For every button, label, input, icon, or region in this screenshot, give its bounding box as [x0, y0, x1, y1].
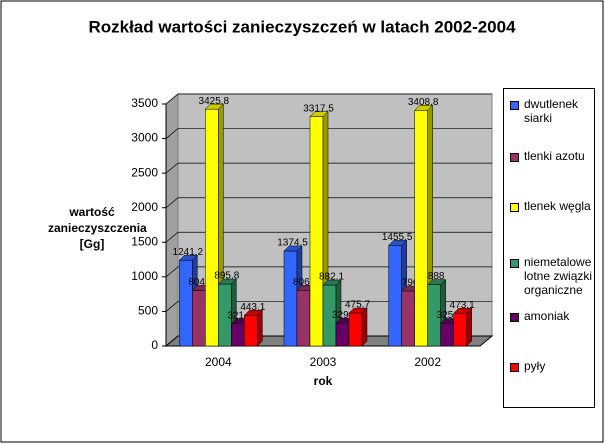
bar-front	[192, 290, 206, 347]
value-label: 806.2	[293, 277, 318, 288]
x-tick-label: 2003	[310, 355, 337, 369]
bar-side	[257, 309, 263, 347]
bar-front	[296, 290, 311, 347]
bar-top	[322, 279, 342, 286]
legend-swatch	[510, 313, 519, 322]
bar-top	[243, 310, 263, 316]
legend-swatch	[510, 101, 519, 110]
legend-item: dwutlenek siarki	[510, 97, 594, 125]
y-tick-label: 0	[151, 338, 158, 352]
bar	[348, 307, 368, 347]
value-label: 473.1	[450, 300, 475, 311]
bar	[243, 309, 263, 347]
chart-title: Rozkład wartości zanieczyszczeń w latach…	[88, 17, 516, 36]
bar-front	[179, 259, 193, 347]
legend-swatch	[510, 203, 519, 212]
bar-top	[309, 111, 329, 117]
bar	[453, 307, 473, 347]
bar-front	[283, 250, 298, 347]
grid-line	[165, 162, 492, 174]
grid-line	[165, 266, 492, 278]
value-label: 882.1	[319, 272, 344, 283]
bar-top	[283, 245, 303, 252]
value-label: 1241.2	[173, 247, 204, 258]
value-label: 895.8	[214, 271, 239, 282]
y-axis-label: wartość zanieczyszczenia [Gg]	[48, 205, 147, 251]
side-wall	[165, 92, 179, 348]
bar-top	[388, 240, 408, 246]
value-label: 321.6	[227, 310, 252, 321]
grid-line	[165, 335, 492, 347]
value-label: 443.1	[240, 302, 265, 313]
grid-line	[165, 301, 492, 312]
bar-front	[348, 312, 363, 347]
legend-item: pyły	[510, 359, 594, 373]
y-tick-label: 3000	[131, 131, 158, 145]
value-label: 1374.5	[277, 238, 308, 249]
grid-line	[165, 128, 492, 139]
grid-line	[165, 93, 492, 105]
legend-swatch	[510, 363, 519, 372]
x-axis-label: rok	[314, 374, 333, 388]
legend-label: niemetalowe lotne związki organiczne	[524, 255, 593, 297]
legend-item: niemetalowe lotne związki organiczne	[510, 255, 594, 297]
legend-label: tlenek węgla	[524, 199, 591, 213]
bar-top	[217, 278, 237, 285]
legend-label: tlenki azotu	[524, 149, 585, 163]
x-tick-label: 2002	[414, 355, 441, 369]
bar-front	[414, 110, 428, 347]
x-tick-label: 2004	[205, 355, 232, 369]
legend-label: amoniak	[524, 309, 570, 323]
value-label: 796	[402, 278, 419, 289]
bar-front	[388, 245, 402, 347]
legend: dwutlenek siarki tlenki azotu tlenek węgla…	[503, 88, 595, 408]
bar-front	[401, 290, 415, 347]
y-tick-label: 3500	[131, 96, 158, 110]
grid-line	[165, 197, 492, 208]
value-label: 804.2	[188, 277, 213, 288]
bar-front	[453, 313, 467, 347]
bar-front	[205, 108, 219, 347]
value-label: 3317.5	[303, 103, 334, 114]
bar-front	[244, 315, 258, 347]
value-label: 329.4	[332, 310, 357, 321]
value-label: 888	[428, 271, 445, 282]
bar-top	[178, 254, 198, 261]
y-tick-label: 1000	[131, 269, 158, 283]
y-tick-label: 500	[138, 304, 158, 318]
bar-top	[348, 307, 368, 314]
legend-label: dwutlenek siarki	[524, 97, 579, 125]
y-tick-label: 1500	[131, 234, 158, 248]
value-label: 475.7	[345, 300, 370, 311]
legend-item: amoniak	[510, 309, 594, 323]
value-label: 3425.8	[199, 96, 230, 107]
grid-line	[165, 231, 492, 243]
value-label: 1455.5	[382, 232, 413, 243]
legend-item: tlenek węgla	[510, 199, 594, 213]
bar-front	[440, 323, 454, 347]
bar-top	[453, 308, 473, 314]
value-label: 325.2	[437, 310, 462, 321]
bar-side	[466, 307, 472, 347]
bar-side	[361, 307, 368, 347]
bar-front	[309, 116, 324, 347]
bar-top	[414, 105, 434, 111]
value-label: 3408.8	[408, 97, 439, 108]
bar-top	[427, 279, 447, 285]
y-tick-label: 2000	[131, 200, 158, 214]
bar-front	[231, 323, 245, 347]
legend-swatch	[510, 153, 519, 162]
bar-front	[335, 322, 350, 347]
bar-top	[204, 103, 224, 110]
y-tick-label: 2500	[131, 165, 158, 179]
legend-item: tlenki azotu	[510, 149, 594, 163]
legend-label: pyły	[524, 359, 546, 373]
legend-swatch	[510, 259, 519, 268]
